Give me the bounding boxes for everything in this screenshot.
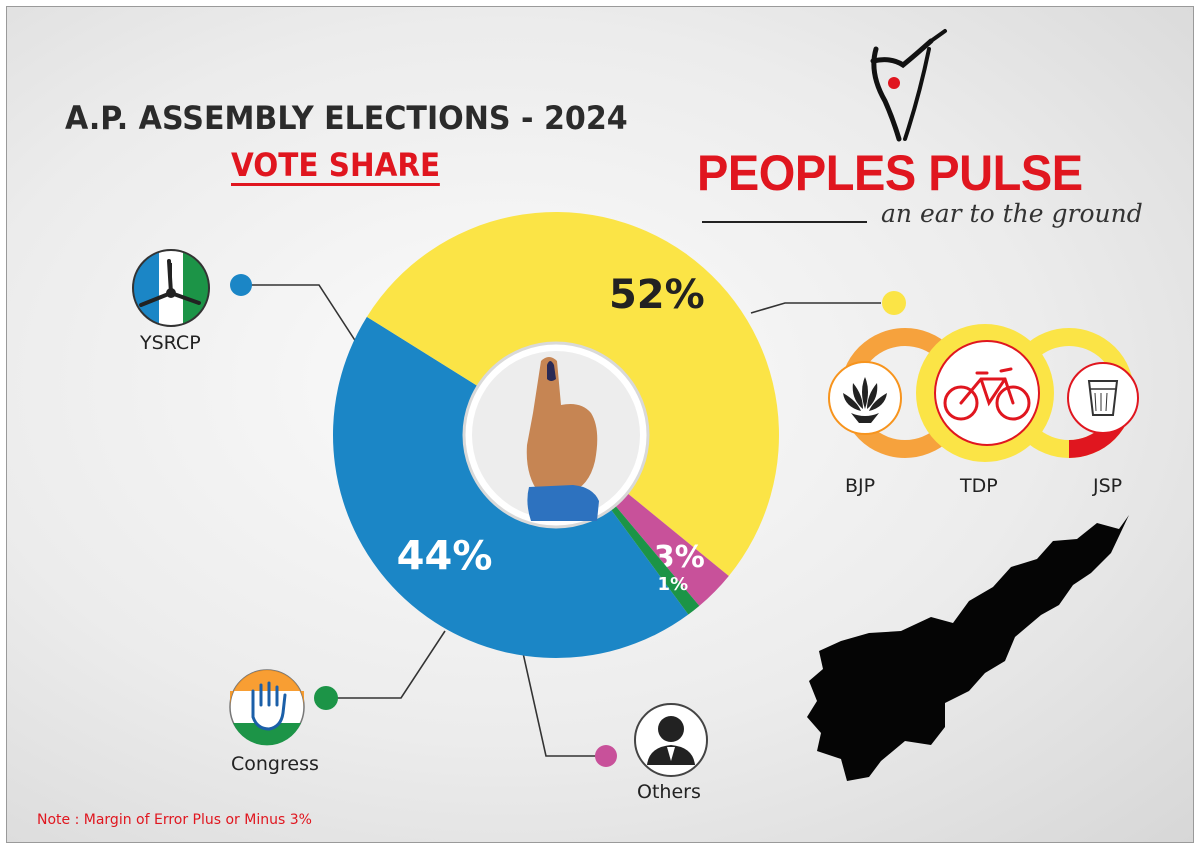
bjp-lotus-icon xyxy=(828,361,902,435)
infographic-frame: A.P. ASSEMBLY ELECTIONS - 2024 VOTE SHAR… xyxy=(6,6,1194,843)
data-label-congress: 1% xyxy=(658,574,689,595)
alliance-dot xyxy=(882,291,906,315)
voting-finger-icon xyxy=(462,341,650,529)
slice-ysrcp xyxy=(332,316,689,659)
others-person-icon xyxy=(634,703,708,777)
tdp-label: TDP xyxy=(960,475,998,497)
congress-hand-symbol-icon xyxy=(229,669,305,746)
ysrcp-label: YSRCP xyxy=(140,332,201,354)
margin-of-error-note: Note : Margin of Error Plus or Minus 3% xyxy=(37,812,312,828)
slice-others xyxy=(615,493,729,606)
bjp-label: BJP xyxy=(845,475,876,497)
vote-share-donut: 44%52%3%1% xyxy=(332,212,779,659)
jsp-label: JSP xyxy=(1093,475,1123,497)
alliance-symbols xyxy=(828,324,1139,462)
brand-tagline: an ear to the ground xyxy=(881,199,1143,228)
page-title: A.P. ASSEMBLY ELECTIONS - 2024 xyxy=(65,99,628,137)
chart-subtitle: VOTE SHARE xyxy=(231,146,441,186)
ysrcp-dot xyxy=(230,274,252,296)
others-label: Others xyxy=(637,781,701,803)
others-dot xyxy=(595,745,617,767)
data-label-ysrcp: 44% xyxy=(397,533,493,579)
data-label-tdp-bjp-jsp: 52% xyxy=(609,272,705,318)
chart-canvas: 44%52%3%1% xyxy=(132,29,1139,781)
congress-dot xyxy=(314,686,338,710)
tagline-rule xyxy=(702,221,867,223)
connector-lines xyxy=(241,284,881,757)
brand-name: PEOPLES PULSE xyxy=(697,145,1083,201)
ysrcp-fan-symbol-icon xyxy=(132,249,210,327)
peoples-pulse-logo-icon xyxy=(870,29,947,142)
congress-label: Congress xyxy=(231,753,319,775)
slice-congress xyxy=(610,505,700,615)
tdp-bicycle-icon xyxy=(934,340,1040,446)
connector-dots xyxy=(230,274,906,767)
slice-tdp-bjp-jsp xyxy=(366,212,779,576)
jsp-glass-icon xyxy=(1067,362,1139,434)
andhra-pradesh-map-icon xyxy=(807,515,1129,781)
